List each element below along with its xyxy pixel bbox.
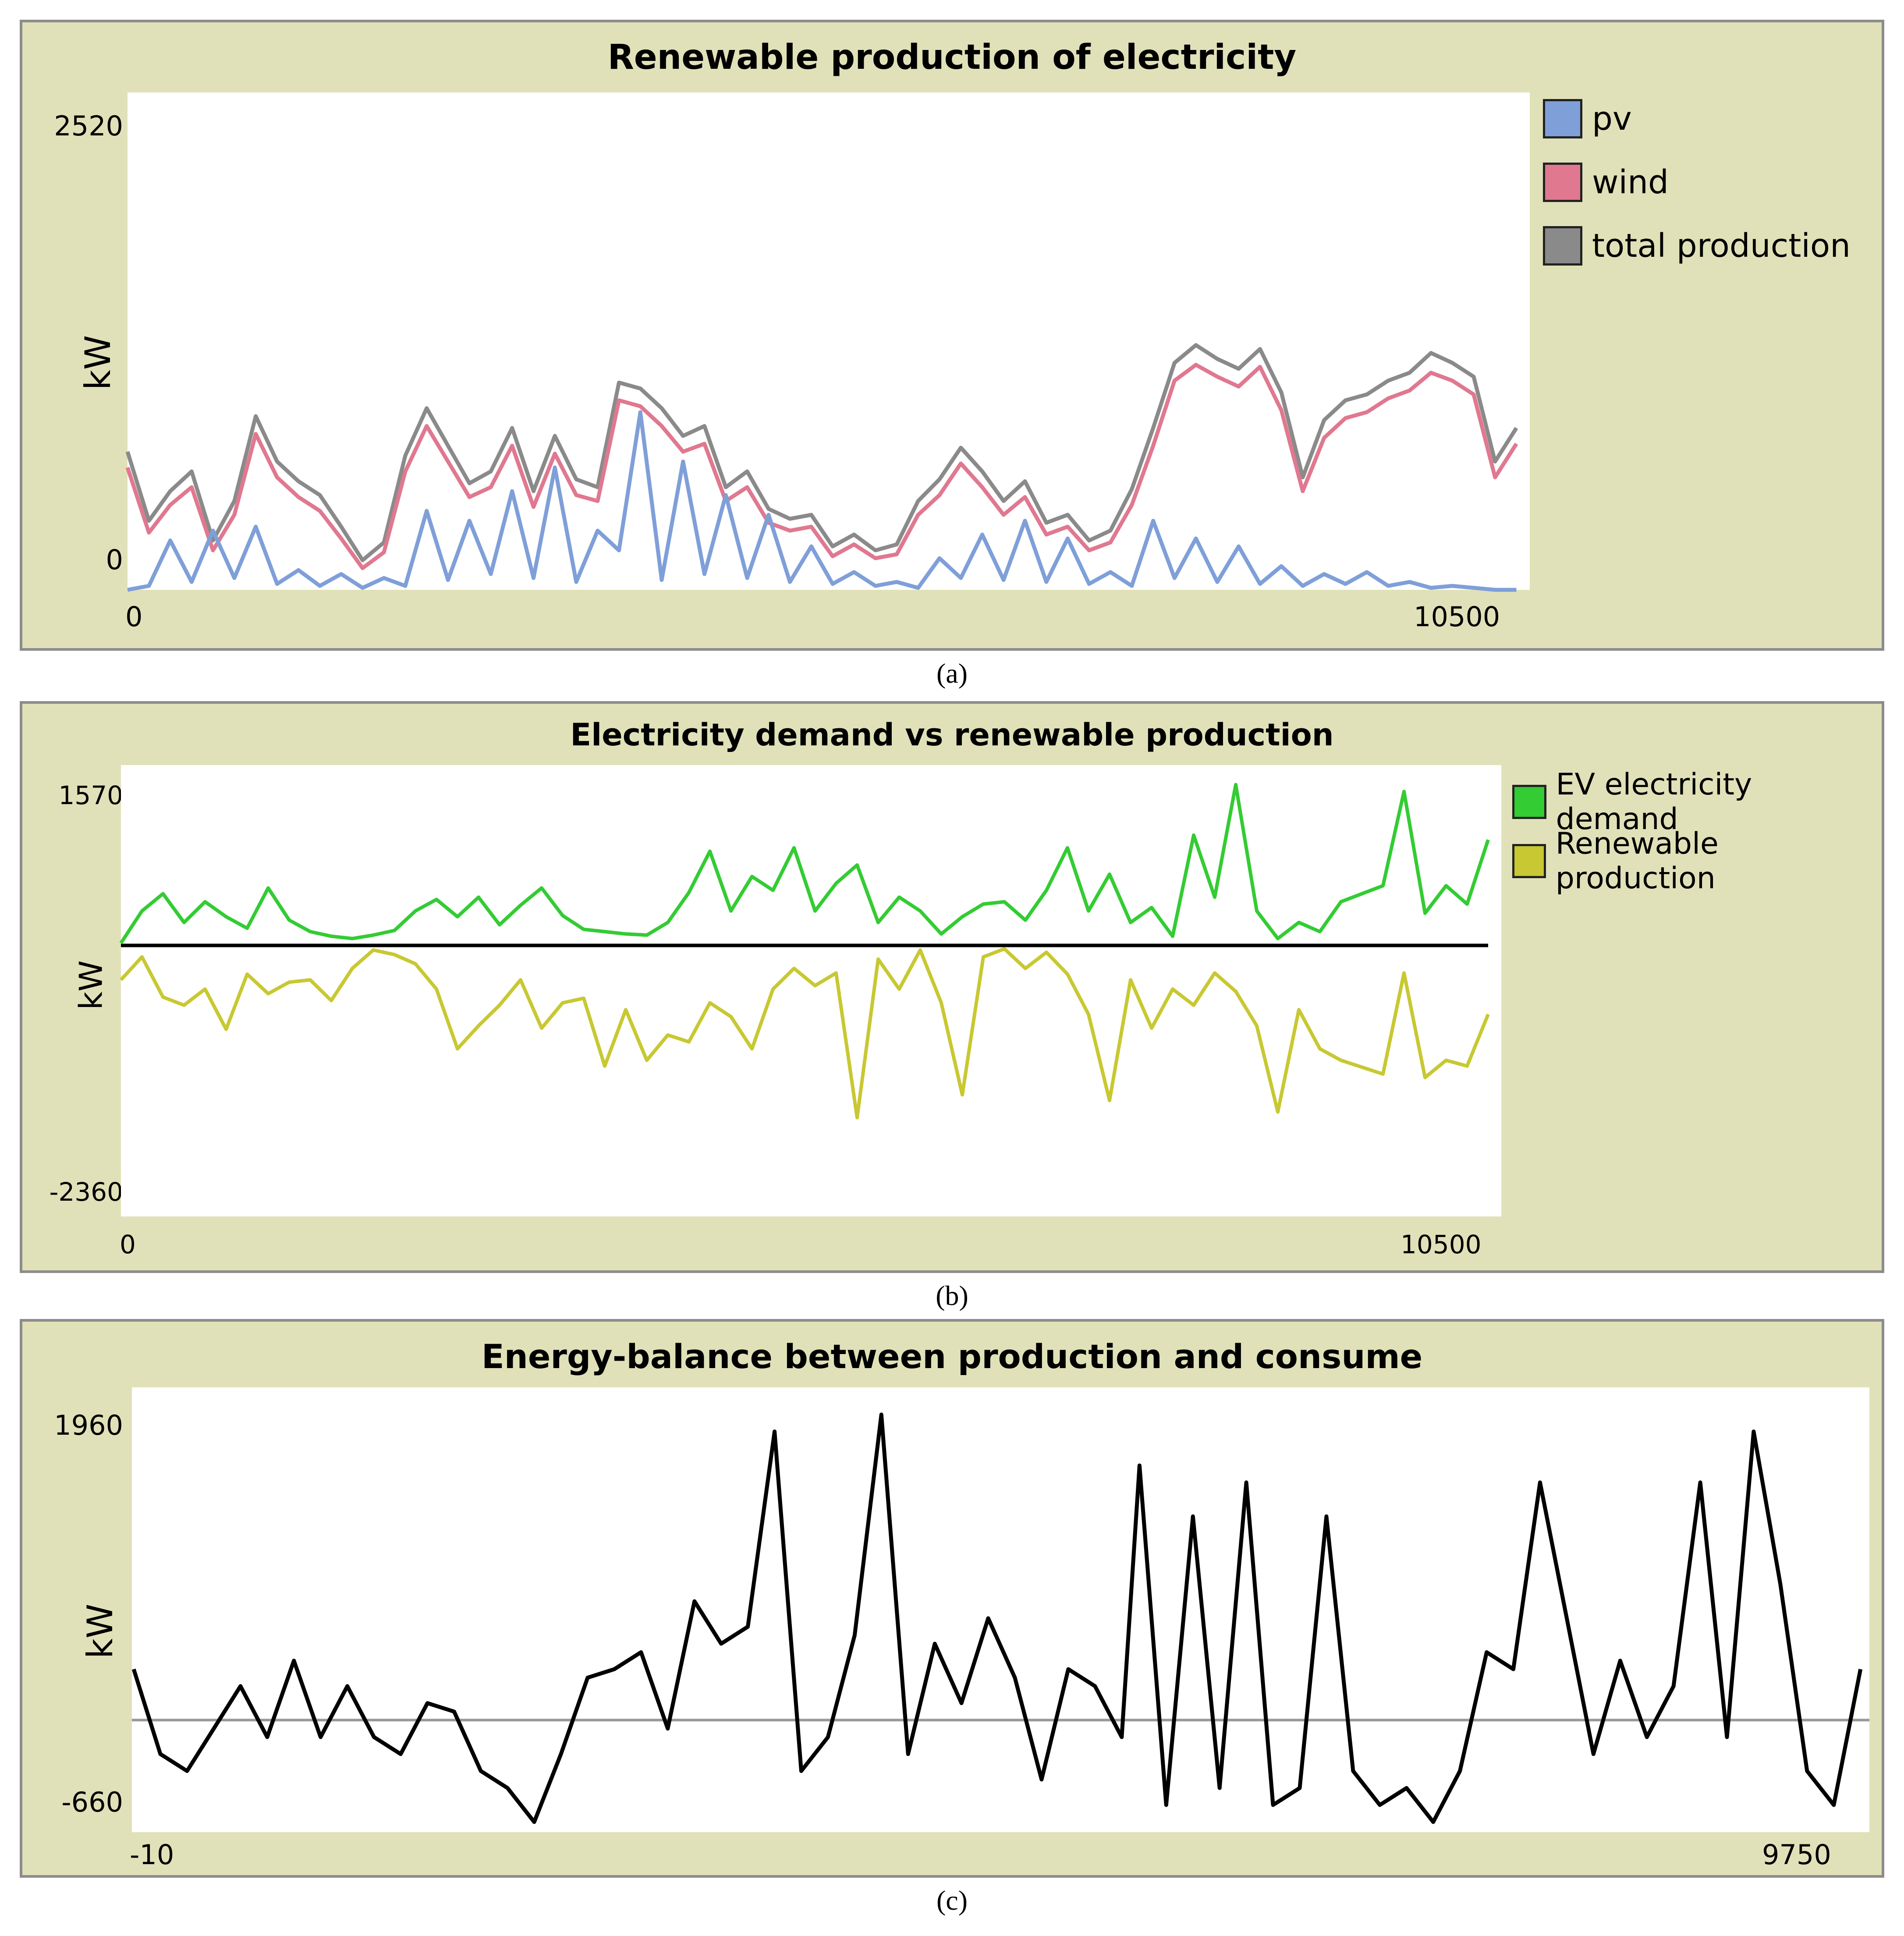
legend-swatch bbox=[1543, 99, 1582, 138]
series-line-balance bbox=[131, 1412, 1863, 1824]
chart-title: Energy-balance between production and co… bbox=[481, 1337, 1423, 1376]
y-tick-label-min: -660 bbox=[61, 1786, 123, 1818]
chart-title: Renewable production of electricity bbox=[607, 38, 1297, 77]
legend-label: pv bbox=[1592, 100, 1632, 138]
x-tick-label-min: -10 bbox=[130, 1839, 174, 1871]
chart-title: Electricity demand vs renewable producti… bbox=[570, 717, 1334, 753]
x-tick-label-max: 10500 bbox=[1414, 601, 1500, 633]
legend-label: EV electricity demand bbox=[1556, 767, 1752, 837]
y-tick-label-max: 1570 bbox=[58, 780, 123, 810]
series-line-ev-demand bbox=[119, 783, 1490, 944]
y-tick-label-min: 0 bbox=[106, 544, 123, 576]
chart-panel-energy-balance: Energy-balance between production and co… bbox=[20, 1319, 1884, 1878]
legend-label: wind bbox=[1592, 163, 1669, 201]
legend-label: Renewable production bbox=[1555, 826, 1719, 896]
legend-item-renewable-production: Renewable production bbox=[1512, 826, 1882, 896]
legend-label: total production bbox=[1592, 227, 1851, 265]
chart-panel-demand-vs-production: Electricity demand vs renewable producti… bbox=[20, 701, 1884, 1273]
x-tick-label-max: 10500 bbox=[1401, 1230, 1482, 1259]
legend-swatch bbox=[1512, 844, 1546, 878]
series-line-wind bbox=[125, 363, 1518, 570]
y-tick-label-max: 2520 bbox=[54, 110, 123, 142]
series-line-renewable-production bbox=[120, 947, 1490, 1120]
caption-c: (c) bbox=[936, 1885, 968, 1916]
series-line-pv bbox=[127, 410, 1517, 592]
plot-area bbox=[125, 92, 1530, 592]
chart-panel-renewable-production: Renewable production of electricity 2520… bbox=[20, 20, 1884, 651]
caption-b: (b) bbox=[936, 1280, 968, 1311]
y-axis-title: kW bbox=[80, 1603, 121, 1659]
legend-swatch bbox=[1543, 226, 1582, 266]
y-axis-title: kW bbox=[78, 335, 119, 390]
plot-area bbox=[119, 765, 1501, 1216]
plot-area bbox=[131, 1387, 1869, 1832]
y-tick-label-max: 1960 bbox=[54, 1409, 123, 1441]
legend-swatch bbox=[1512, 785, 1546, 819]
plot-svg bbox=[119, 783, 1490, 1120]
x-tick-label-min: 0 bbox=[120, 1230, 136, 1259]
x-tick-label-max: 9750 bbox=[1762, 1839, 1831, 1871]
plot-svg bbox=[131, 1412, 1869, 1824]
y-axis-title: kW bbox=[72, 960, 110, 1010]
legend-item-ev-demand: EV electricity demand bbox=[1512, 767, 1882, 837]
series-line-total-production bbox=[125, 343, 1518, 562]
x-tick-label-min: 0 bbox=[125, 601, 143, 633]
plot-svg bbox=[125, 343, 1518, 592]
y-tick-label-min: -2360 bbox=[49, 1177, 123, 1207]
legend-item-pv: pv bbox=[1543, 99, 1632, 138]
legend-swatch bbox=[1543, 163, 1582, 202]
caption-a: (a) bbox=[936, 658, 968, 689]
legend-item-total-production: total production bbox=[1543, 226, 1851, 266]
legend-item-wind: wind bbox=[1543, 163, 1669, 202]
